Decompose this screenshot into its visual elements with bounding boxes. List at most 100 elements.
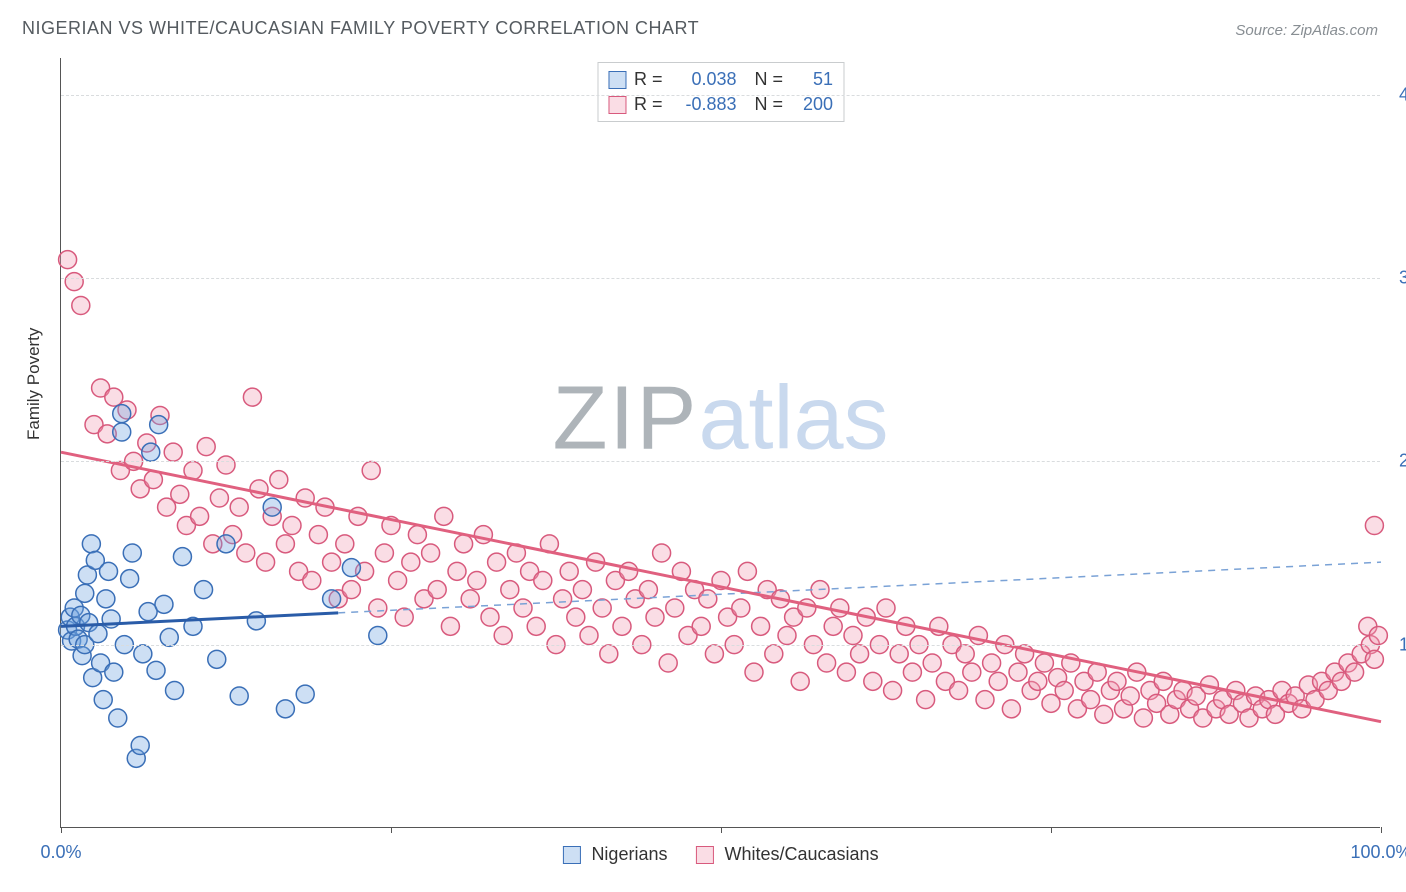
- chart-title: NIGERIAN VS WHITE/CAUCASIAN FAMILY POVER…: [22, 18, 699, 39]
- scatter-point-whites: [1121, 687, 1139, 705]
- scatter-point-whites: [1082, 691, 1100, 709]
- scatter-point-whites: [197, 438, 215, 456]
- scatter-point-nigerians: [208, 650, 226, 668]
- y-tick-label: 10.0%: [1390, 634, 1406, 655]
- scatter-point-nigerians: [150, 416, 168, 434]
- scatter-point-nigerians: [97, 590, 115, 608]
- scatter-point-whites: [237, 544, 255, 562]
- scatter-point-whites: [745, 663, 763, 681]
- scatter-point-nigerians: [173, 548, 191, 566]
- series-legend: Nigerians Whites/Caucasians: [562, 844, 878, 865]
- scatter-point-whites: [580, 627, 598, 645]
- scatter-point-whites: [375, 544, 393, 562]
- scatter-point-nigerians: [342, 559, 360, 577]
- scatter-point-whites: [1009, 663, 1027, 681]
- scatter-point-whites: [646, 608, 664, 626]
- scatter-point-whites: [917, 691, 935, 709]
- x-tick: [1051, 827, 1052, 833]
- scatter-point-whites: [864, 672, 882, 690]
- scatter-point-nigerians: [369, 627, 387, 645]
- scatter-point-nigerians: [230, 687, 248, 705]
- scatter-point-whites: [923, 654, 941, 672]
- scatter-point-nigerians: [105, 663, 123, 681]
- x-tick-label: 100.0%: [1350, 842, 1406, 863]
- scatter-point-whites: [210, 489, 228, 507]
- scatter-point-whites: [699, 590, 717, 608]
- gridline-h: [61, 95, 1380, 96]
- scatter-point-whites: [1095, 705, 1113, 723]
- scatter-point-whites: [408, 526, 426, 544]
- legend-swatch-nigerians: [562, 846, 580, 864]
- scatter-point-whites: [1035, 654, 1053, 672]
- scatter-point-whites: [560, 562, 578, 580]
- scatter-point-whites: [963, 663, 981, 681]
- scatter-point-whites: [983, 654, 1001, 672]
- scatter-point-whites: [903, 663, 921, 681]
- scatter-point-whites: [342, 581, 360, 599]
- scatter-point-nigerians: [109, 709, 127, 727]
- source-name: ZipAtlas.com: [1291, 22, 1378, 39]
- scatter-point-whites: [1346, 663, 1364, 681]
- scatter-point-whites: [752, 617, 770, 635]
- y-axis-label: Family Poverty: [24, 328, 44, 440]
- scatter-point-whites: [276, 535, 294, 553]
- scatter-point-whites: [956, 645, 974, 663]
- scatter-point-nigerians: [89, 625, 107, 643]
- scatter-point-whites: [639, 581, 657, 599]
- scatter-point-whites: [1365, 650, 1383, 668]
- scatter-point-nigerians: [82, 535, 100, 553]
- y-tick-label: 20.0%: [1390, 451, 1406, 472]
- scatter-point-nigerians: [195, 581, 213, 599]
- scatter-point-whites: [270, 471, 288, 489]
- scatter-point-whites: [1365, 517, 1383, 535]
- gridline-h: [61, 461, 1380, 462]
- scatter-point-whites: [573, 581, 591, 599]
- scatter-point-whites: [613, 617, 631, 635]
- scatter-point-whites: [323, 553, 341, 571]
- scatter-point-whites: [705, 645, 723, 663]
- legend-item-nigerians: Nigerians: [562, 844, 667, 865]
- scatter-point-whites: [441, 617, 459, 635]
- scatter-point-whites: [230, 498, 248, 516]
- scatter-point-whites: [1055, 682, 1073, 700]
- scatter-point-whites: [890, 645, 908, 663]
- scatter-point-whites: [1369, 627, 1387, 645]
- scatter-point-whites: [309, 526, 327, 544]
- scatter-point-whites: [461, 590, 479, 608]
- gridline-h: [61, 278, 1380, 279]
- scatter-point-whites: [989, 672, 1007, 690]
- scatter-point-nigerians: [217, 535, 235, 553]
- scatter-point-nigerians: [113, 405, 131, 423]
- scatter-point-whites: [243, 388, 261, 406]
- scatter-point-whites: [884, 682, 902, 700]
- scatter-point-whites: [217, 456, 235, 474]
- scatter-point-whites: [554, 590, 572, 608]
- scatter-point-nigerians: [166, 682, 184, 700]
- scatter-point-nigerians: [155, 595, 173, 613]
- scatter-point-nigerians: [100, 562, 118, 580]
- scatter-point-nigerians: [76, 584, 94, 602]
- scatter-point-whites: [65, 273, 83, 291]
- scatter-point-whites: [666, 599, 684, 617]
- scatter-point-whites: [164, 443, 182, 461]
- legend-item-whites: Whites/Caucasians: [695, 844, 878, 865]
- scatter-point-whites: [191, 507, 209, 525]
- scatter-point-whites: [534, 572, 552, 590]
- scatter-point-whites: [422, 544, 440, 562]
- scatter-point-nigerians: [131, 737, 149, 755]
- scatter-point-whites: [659, 654, 677, 672]
- scatter-point-whites: [1002, 700, 1020, 718]
- scatter-point-whites: [791, 672, 809, 690]
- scatter-point-whites: [455, 535, 473, 553]
- scatter-point-whites: [778, 627, 796, 645]
- source-label: Source:: [1235, 22, 1287, 39]
- scatter-point-whites: [494, 627, 512, 645]
- scatter-point-whites: [1108, 672, 1126, 690]
- scatter-point-whites: [362, 462, 380, 480]
- scatter-point-whites: [950, 682, 968, 700]
- scatter-point-whites: [283, 517, 301, 535]
- x-tick: [61, 827, 62, 833]
- scatter-point-nigerians: [247, 612, 265, 630]
- scatter-point-whites: [481, 608, 499, 626]
- legend-swatch-whites: [695, 846, 713, 864]
